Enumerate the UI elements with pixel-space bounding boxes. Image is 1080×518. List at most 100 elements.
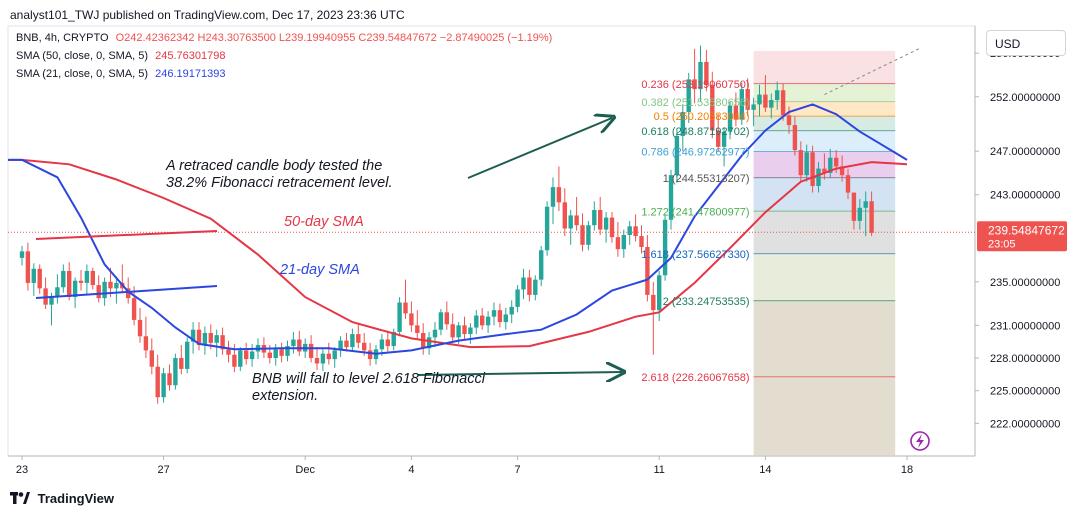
candle-body: [810, 152, 815, 187]
candle-body: [775, 90, 780, 101]
fib-band: [753, 300, 896, 377]
time-tick-label: 14: [759, 464, 771, 476]
sma21-label: SMA (21, close, 0, SMA, 5): [16, 68, 149, 80]
candle-body: [621, 235, 626, 250]
candle-body: [415, 325, 420, 333]
sma50-annotation: 50-day SMA: [284, 214, 364, 230]
candle-body: [668, 175, 674, 220]
candle-body: [426, 337, 432, 349]
annotation-text: BNB will fall to level 2.618 Fibonacci: [252, 371, 486, 387]
candle-body: [356, 334, 361, 343]
tradingview-logo-icon: [10, 492, 30, 507]
price-tick-label: 252.00000000: [990, 92, 1060, 104]
candle-body: [19, 251, 25, 258]
candle-body: [320, 353, 326, 364]
candle-body: [786, 115, 792, 126]
candle-body: [397, 302, 402, 332]
candle-body: [639, 236, 644, 247]
candle-body: [816, 168, 821, 187]
candle-body: [662, 219, 668, 276]
candle-body: [326, 353, 331, 360]
candle-body: [391, 331, 396, 347]
candle-body: [432, 329, 438, 338]
candle-body: [721, 131, 727, 147]
candle-body: [362, 342, 367, 351]
alert-lightning-icon: [910, 431, 930, 451]
candle-body: [450, 324, 455, 338]
price-tick-label: 247.00000000: [990, 146, 1060, 158]
price-tick-label: 222.00000000: [990, 418, 1060, 430]
sma21-legend[interactable]: SMA (21, close, 0, SMA, 5) 246.19171393: [16, 68, 225, 80]
candle-body: [273, 349, 278, 359]
candle-body: [155, 366, 160, 398]
symbol-name: BNB, 4h, CRYPTO: [16, 32, 109, 44]
fib-label: 1 (244.55313207): [663, 173, 750, 185]
sma50-trendline: [35, 230, 218, 240]
candle-body: [657, 275, 662, 311]
candle-body: [863, 201, 868, 208]
candle-body: [480, 315, 485, 326]
candle-body: [869, 201, 874, 233]
fib-label: 0.786 (246.97262977): [641, 147, 749, 159]
candle-body: [834, 157, 839, 167]
candle-body: [716, 130, 721, 147]
fib-label: 1.618 (237.56627330): [641, 249, 749, 261]
fib-label: 2.618 (226.26067658): [641, 372, 749, 384]
candle-body: [143, 336, 149, 351]
symbol-legend: BNB, 4h, CRYPTO O242.42362342 H243.30763…: [16, 32, 552, 44]
candle-body: [96, 285, 101, 299]
candle-body: [84, 270, 90, 283]
time-axis[interactable]: 23 27 Dec 4 7 11 14 18: [16, 456, 913, 476]
candle-body: [244, 350, 249, 360]
candle-body: [137, 319, 143, 337]
candle-body: [586, 225, 591, 245]
candle-body: [680, 112, 685, 136]
candle-body: [692, 79, 697, 90]
price-axis[interactable]: 256.00000000252.00000000247.00000000243.…: [975, 48, 1067, 430]
candle-body: [332, 350, 337, 360]
candle-body: [727, 105, 733, 132]
ohlc-values: O242.42362342 H243.30763500 L239.1994095…: [115, 32, 553, 44]
price-tick-label: 235.00000000: [990, 277, 1060, 289]
time-tick-label: Dec: [295, 464, 315, 476]
candle-body: [651, 294, 656, 311]
candle-body: [167, 373, 172, 386]
candle-body: [444, 312, 449, 325]
candle-body: [562, 202, 567, 229]
candle-body: [55, 287, 60, 296]
candle-body: [438, 312, 444, 330]
candle-body: [308, 343, 314, 359]
annotation-text: A retraced candle body tested the: [165, 158, 382, 174]
candle-body: [297, 339, 302, 352]
candle-body: [90, 270, 95, 286]
price-tick-label: 243.00000000: [990, 190, 1060, 202]
fib-label: 0.382 (251.53580656): [641, 97, 749, 109]
candle-body: [757, 94, 762, 105]
candle-body: [627, 226, 632, 236]
currency-button[interactable]: USD: [986, 30, 1066, 56]
sma50-legend[interactable]: SMA (50, close, 0, SMA, 5) 245.76301798: [16, 50, 225, 62]
candle-body: [338, 340, 343, 351]
candle-body: [185, 341, 190, 369]
candle-body: [515, 289, 520, 307]
candle-body: [763, 94, 768, 108]
candle-body: [609, 217, 615, 238]
annotation-text: extension.: [252, 388, 318, 404]
candle-body: [509, 306, 514, 315]
candle-body: [733, 105, 739, 120]
fib-band: [753, 376, 896, 456]
candle-body: [533, 279, 538, 295]
candle-body: [367, 350, 373, 360]
candle-body: [568, 215, 573, 229]
publisher-line: analyst101_TWJ published on TradingView.…: [10, 8, 405, 22]
candle-body: [574, 215, 579, 226]
candle-body: [456, 325, 461, 338]
candle-body: [603, 217, 609, 230]
candle-body: [710, 84, 715, 131]
candle-body: [25, 251, 31, 283]
candle-body: [108, 281, 113, 289]
candle-body: [497, 310, 503, 323]
annotation-arrow-right: [417, 372, 622, 375]
